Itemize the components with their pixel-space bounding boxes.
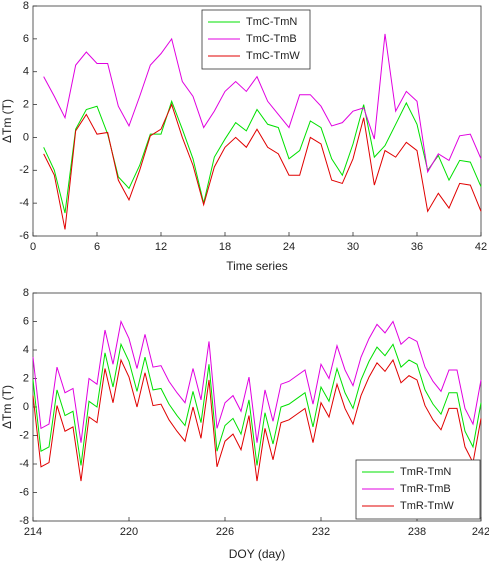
y-axis-label: ΔTm (T): [0, 385, 14, 429]
series-line: [32, 358, 482, 482]
series-line: [43, 103, 482, 230]
legend-label: TmR-TmN: [400, 466, 451, 478]
y-axis-label: ΔTm (T): [0, 99, 14, 143]
series-line: [43, 99, 482, 214]
y-tick-label: 4: [23, 66, 29, 78]
x-axis-label: Time series: [226, 259, 288, 273]
series-line: [32, 342, 482, 466]
legend-label: TmR-TmW: [400, 500, 454, 512]
y-tick-label: -4: [19, 197, 29, 209]
y-tick-label: 6: [23, 33, 29, 45]
y-tick-label: -6: [19, 486, 29, 498]
y-tick-label: 8: [23, 0, 29, 12]
x-tick-label: 0: [30, 241, 36, 253]
y-tick-label: 0: [23, 401, 29, 413]
x-tick-label: 232: [312, 526, 330, 538]
y-tick-label: 4: [23, 344, 29, 356]
y-tick-label: 2: [23, 372, 29, 384]
x-tick-label: 12: [155, 241, 167, 253]
x-tick-label: 30: [347, 241, 359, 253]
y-tick-label: -6: [19, 230, 29, 242]
y-tick-label: -2: [19, 429, 29, 441]
y-tick-label: 6: [23, 315, 29, 327]
x-tick-label: 214: [24, 526, 42, 538]
legend-label: TmC-TmN: [246, 16, 297, 28]
x-tick-label: 238: [408, 526, 426, 538]
series-line: [43, 33, 482, 174]
y-tick-label: -2: [19, 164, 29, 176]
series-line: [32, 319, 482, 443]
x-axis-label: DOY (day): [229, 547, 285, 561]
legend-label: TmC-TmB: [246, 33, 297, 45]
y-tick-label: 8: [23, 287, 29, 299]
x-tick-label: 24: [283, 241, 295, 253]
legend-label: TmC-TmW: [246, 50, 300, 62]
y-tick-label: 0: [23, 131, 29, 143]
x-tick-label: 242: [472, 526, 489, 538]
y-tick-label: 2: [23, 98, 29, 110]
x-tick-label: 6: [94, 241, 100, 253]
x-tick-label: 226: [216, 526, 234, 538]
y-tick-label: -8: [19, 515, 29, 527]
y-tick-label: -4: [19, 458, 29, 470]
x-tick-label: 36: [411, 241, 423, 253]
x-tick-label: 42: [475, 241, 487, 253]
x-tick-label: 18: [219, 241, 231, 253]
x-tick-label: 220: [120, 526, 138, 538]
legend-label: TmR-TmB: [400, 483, 451, 495]
